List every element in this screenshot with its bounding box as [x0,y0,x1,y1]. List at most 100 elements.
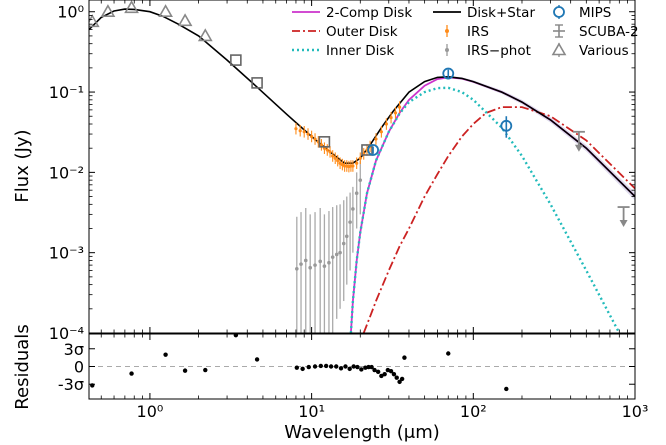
model-uncertainty-band [393,75,635,201]
irs-point [319,143,324,147]
irs-phot-point [348,220,352,224]
series-line-inner-disk [349,86,621,333]
residual-point [182,368,188,373]
residual-point [334,364,339,369]
main-plot-area [89,0,635,333]
residual-point [163,352,168,357]
legend-label: Inner Disk [326,43,394,59]
residuals-panel [88,333,636,400]
residual-point [504,386,509,392]
y-tick-label: 10⁻² [49,163,84,182]
residual-y-tick-label: 0 [74,358,84,377]
residual-point [338,366,344,371]
residual-point [382,371,387,377]
residual-point [351,364,356,369]
irs-point [336,159,340,163]
various-square-marker [230,54,242,66]
residual-y-tick-label: 3σ [64,340,84,359]
residual-point [359,367,364,372]
residual-y-tick-label: -3σ [58,375,84,394]
residual-point [402,355,407,360]
residual-point [203,367,208,373]
residual-point [397,379,402,385]
residual-point [369,364,374,370]
irs-point [358,156,362,160]
irs-phot-point [351,207,355,211]
various-square-marker [361,144,373,156]
legend-label: Disk+Star [467,5,535,21]
irs-point [302,130,306,134]
legend-label: Various [579,43,629,59]
series-line-outer-disk [362,106,635,333]
irs-point [328,150,332,154]
x-tick-label: 10³ [622,402,649,421]
various-square-marker [318,136,331,148]
residual-point [391,371,397,377]
legend-handle-point [445,29,449,33]
irs-phot-point [295,267,299,271]
residual-point [233,334,239,338]
irs-phot-point [322,264,327,268]
residual-point [372,367,377,373]
residual-point [394,375,399,380]
various-triangle-marker [177,13,193,27]
irs-phot-point [313,263,317,267]
y-axis-label: Flux (Jy) [12,129,33,202]
x-tick-label: 10¹ [298,402,325,421]
irs-point [313,137,317,141]
irs-phot-point [330,255,335,259]
various-triangle-marker [158,4,173,18]
x-axis-label: Wavelength (μm) [284,422,440,443]
various-triangle-marker [100,4,116,18]
residuals-axis-label: Residuals [12,324,33,409]
irs-phot-point [303,258,308,263]
residual-point [355,364,360,370]
y-tick-label: 10⁻⁴ [49,324,84,343]
y-tick-label: 10⁰ [57,3,84,22]
irs-point [384,122,388,126]
irs-point [294,127,298,131]
irs-point [351,164,355,168]
residual-point [254,357,260,362]
irs-phot-point [318,259,322,264]
irs-phot-point [334,252,339,257]
residual-point [129,371,134,376]
irs-point [393,111,398,115]
irs-point [389,116,393,120]
irs-phot-point [354,191,359,196]
irs-point [374,137,378,141]
legend-label: SCUBA-2 [579,24,639,40]
various-triangle-marker [197,28,213,42]
scuba2-arrowhead [574,144,583,152]
residual-point [306,364,311,370]
residual-point [300,366,305,372]
y-tick-label: 10⁻¹ [49,83,84,102]
mips-marker [500,119,513,132]
residual-point [318,363,324,369]
irs-point [355,161,359,165]
irs-phot-point [308,265,312,270]
irs-phot-point [341,241,346,246]
residual-point [446,351,451,356]
residual-point [323,363,329,369]
legend-label: 2-Comp Disk [326,5,412,21]
legend-handle-circle [553,6,565,18]
legend: 2-Comp Disk Outer Disk Inner Disk Disk+Star… [292,5,639,59]
y-tick-label: 10⁻³ [49,244,84,263]
irs-point [397,105,402,109]
residual-point [294,365,300,370]
irs-point [310,134,314,139]
residual-point [379,373,384,379]
irs-phot-point [338,250,342,255]
legend-label: Outer Disk [326,24,398,40]
irs-phot-point [327,260,331,265]
residual-point [388,369,394,374]
legend-label: IRS [467,24,489,40]
residual-point [328,364,334,369]
legend-label: MIPS [579,5,611,21]
axes-text: Flux (Jy) Residuals Wavelength (μm) 10⁰ 1… [12,3,648,443]
series-line-2-comp-disk [350,76,635,333]
main-axes-frame [88,0,636,334]
residual-point [375,369,381,375]
